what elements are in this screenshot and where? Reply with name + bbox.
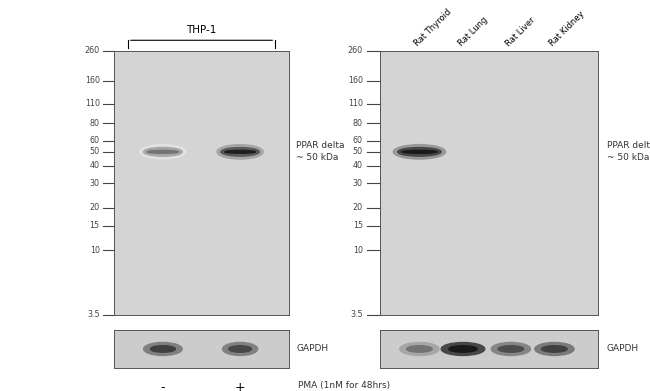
Text: 40: 40 <box>90 161 99 170</box>
Text: 30: 30 <box>353 179 363 188</box>
Text: 15: 15 <box>353 221 363 230</box>
Text: 3.5: 3.5 <box>87 310 99 319</box>
Text: 160: 160 <box>84 76 99 85</box>
Text: 110: 110 <box>348 99 363 108</box>
Text: Rat Liver: Rat Liver <box>504 15 538 48</box>
Text: 50: 50 <box>90 147 99 156</box>
Text: 260: 260 <box>84 46 99 56</box>
Text: 110: 110 <box>84 99 99 108</box>
Ellipse shape <box>541 346 567 352</box>
Text: 60: 60 <box>353 136 363 145</box>
Ellipse shape <box>491 343 530 355</box>
Text: 30: 30 <box>90 179 99 188</box>
Text: 10: 10 <box>353 246 363 255</box>
Ellipse shape <box>222 343 257 355</box>
Text: GAPDH: GAPDH <box>606 344 639 353</box>
Text: PPAR delta
~ 50 kDa: PPAR delta ~ 50 kDa <box>606 142 650 162</box>
Ellipse shape <box>144 343 182 355</box>
Ellipse shape <box>140 145 186 159</box>
Text: 260: 260 <box>348 46 363 56</box>
Ellipse shape <box>402 151 437 153</box>
Text: -: - <box>161 380 165 391</box>
Ellipse shape <box>221 147 259 156</box>
Ellipse shape <box>498 346 524 352</box>
Text: 50: 50 <box>353 147 363 156</box>
Ellipse shape <box>449 346 477 352</box>
Text: THP-1: THP-1 <box>187 25 216 35</box>
Text: +: + <box>235 380 246 391</box>
Text: 15: 15 <box>90 221 99 230</box>
Text: PPAR delta
~ 50 kDa: PPAR delta ~ 50 kDa <box>296 142 345 162</box>
Ellipse shape <box>400 343 439 355</box>
Text: 10: 10 <box>90 246 99 255</box>
Text: 20: 20 <box>353 203 363 212</box>
Text: 80: 80 <box>90 118 99 127</box>
Ellipse shape <box>441 343 485 355</box>
Text: GAPDH: GAPDH <box>296 344 328 353</box>
Text: 60: 60 <box>90 136 99 145</box>
Ellipse shape <box>144 147 182 156</box>
Text: 160: 160 <box>348 76 363 85</box>
Text: 3.5: 3.5 <box>350 310 363 319</box>
Ellipse shape <box>535 343 574 355</box>
Text: 20: 20 <box>90 203 99 212</box>
Text: Rat Kidney: Rat Kidney <box>548 9 587 48</box>
Text: Rat Thyroid: Rat Thyroid <box>413 7 454 48</box>
Ellipse shape <box>393 145 446 159</box>
Ellipse shape <box>229 346 252 352</box>
Text: Rat Lung: Rat Lung <box>457 15 489 48</box>
Text: 40: 40 <box>353 161 363 170</box>
Ellipse shape <box>150 346 176 352</box>
Ellipse shape <box>225 151 255 153</box>
Text: PMA (1nM for 48hrs): PMA (1nM for 48hrs) <box>298 380 390 389</box>
Ellipse shape <box>398 147 441 156</box>
Ellipse shape <box>407 346 432 352</box>
Ellipse shape <box>148 151 178 153</box>
Ellipse shape <box>217 145 263 159</box>
Text: 80: 80 <box>353 118 363 127</box>
